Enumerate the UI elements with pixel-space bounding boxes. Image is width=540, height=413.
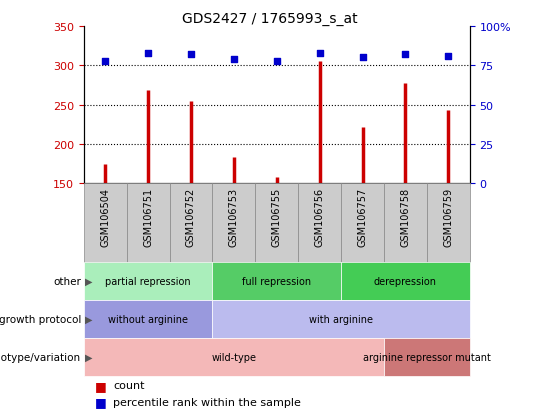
Text: GSM106504: GSM106504 [100, 188, 110, 247]
Text: GSM106752: GSM106752 [186, 188, 196, 247]
Text: GSM106756: GSM106756 [315, 188, 325, 247]
Text: GSM106757: GSM106757 [357, 188, 368, 247]
Bar [84, 184, 126, 262]
Bar [341, 184, 384, 262]
Point [315, 50, 324, 57]
Bar [212, 262, 341, 300]
Text: growth protocol: growth protocol [0, 314, 81, 324]
Bar [384, 184, 427, 262]
Text: count: count [113, 380, 145, 390]
Text: GSM106755: GSM106755 [272, 188, 282, 247]
Bar [170, 184, 212, 262]
Point [444, 53, 453, 60]
Point [187, 52, 195, 58]
Text: ■: ■ [94, 396, 106, 408]
Text: ▶: ▶ [85, 352, 92, 362]
Bar [84, 300, 212, 338]
Text: ■: ■ [94, 379, 106, 392]
Text: GSM106751: GSM106751 [143, 188, 153, 247]
Text: genotype/variation: genotype/variation [0, 352, 81, 362]
Text: arginine repressor mutant: arginine repressor mutant [363, 352, 491, 362]
Bar [212, 184, 255, 262]
Text: GSM106753: GSM106753 [229, 188, 239, 247]
Point [273, 58, 281, 65]
Text: with arginine: with arginine [309, 314, 373, 324]
Text: derepression: derepression [374, 276, 437, 286]
Point [358, 55, 367, 62]
Text: partial repression: partial repression [105, 276, 191, 286]
Point [401, 52, 410, 58]
Point [230, 57, 238, 63]
Text: full repression: full repression [242, 276, 312, 286]
Text: percentile rank within the sample: percentile rank within the sample [113, 397, 301, 407]
Text: ▶: ▶ [85, 314, 92, 324]
Text: other: other [53, 276, 81, 286]
Bar [341, 262, 470, 300]
Text: without arginine: without arginine [108, 314, 188, 324]
Text: wild-type: wild-type [211, 352, 256, 362]
Text: GSM106759: GSM106759 [443, 188, 454, 247]
Text: ▶: ▶ [85, 276, 92, 286]
Bar [84, 262, 212, 300]
Text: GDS2427 / 1765993_s_at: GDS2427 / 1765993_s_at [182, 12, 358, 26]
Bar [427, 184, 470, 262]
Bar [298, 184, 341, 262]
Point [101, 58, 110, 65]
Point [144, 50, 152, 57]
Bar [126, 184, 170, 262]
Bar [84, 338, 384, 376]
Text: GSM106758: GSM106758 [401, 188, 410, 247]
Bar [255, 184, 298, 262]
Bar [212, 300, 470, 338]
Bar [384, 338, 470, 376]
